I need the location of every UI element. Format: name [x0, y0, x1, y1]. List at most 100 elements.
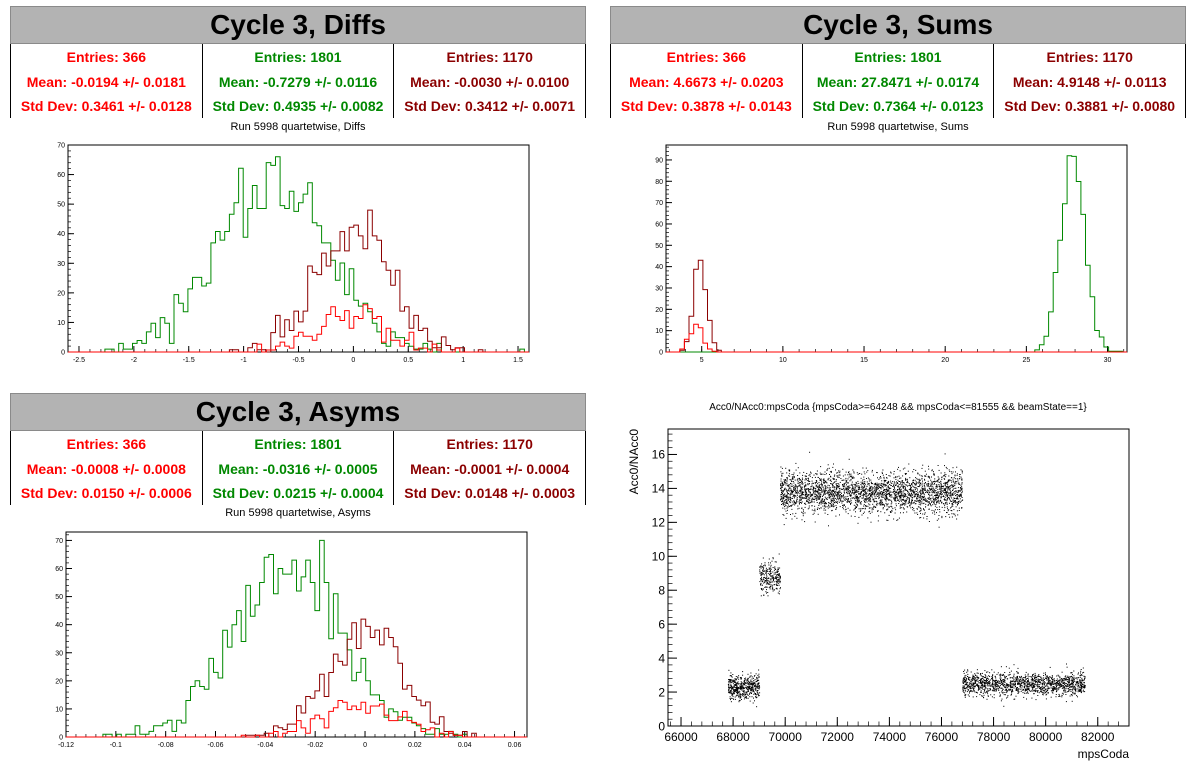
scatter-point — [843, 484, 845, 486]
scatter-point — [767, 573, 769, 575]
scatter-point — [1077, 696, 1078, 698]
scatter-point — [929, 498, 931, 500]
scatter-point — [777, 581, 779, 583]
scatter-point — [742, 693, 744, 695]
scatter-point — [1016, 687, 1018, 689]
scatter-point — [808, 474, 810, 476]
scatter-point — [872, 492, 874, 494]
y-tick-label: 16 — [652, 448, 666, 462]
scatter-point — [844, 474, 846, 476]
scatter-point — [847, 499, 849, 501]
scatter-point — [892, 481, 894, 483]
scatter-point — [836, 499, 838, 501]
scatter-point — [991, 677, 993, 679]
scatter-point — [733, 689, 735, 691]
scatter-point — [940, 472, 942, 474]
scatter-point — [878, 494, 880, 496]
scatter-point — [982, 679, 984, 681]
scatter-point — [902, 468, 904, 470]
scatter-point — [861, 489, 863, 491]
scatter-point — [943, 495, 944, 497]
scatter-point — [777, 567, 779, 569]
scatter-point — [1007, 687, 1009, 689]
scatter-point — [842, 479, 844, 481]
scatter-point — [798, 484, 800, 486]
scatter-point — [906, 506, 908, 508]
scatter-point — [872, 508, 874, 510]
scatter-point — [757, 687, 759, 689]
scatter-point — [842, 500, 844, 502]
scatter-point — [939, 493, 941, 495]
scatter-point — [875, 484, 876, 486]
scatter-point — [804, 475, 806, 477]
scatter-point — [805, 503, 807, 505]
scatter-point — [897, 479, 899, 481]
scatter-point — [863, 476, 865, 478]
scatter-point — [845, 481, 847, 483]
scatter-point — [911, 495, 913, 497]
scatter-point — [768, 558, 770, 560]
scatter-point — [958, 503, 959, 505]
scatter-point — [868, 489, 870, 491]
scatter-point — [972, 676, 974, 678]
scatter-point — [833, 494, 835, 496]
scatter-point — [954, 501, 956, 503]
scatter-point — [921, 495, 923, 497]
scatter-point — [1056, 675, 1058, 677]
scatter-point — [850, 502, 851, 504]
scatter-point — [906, 479, 908, 481]
scatter-point — [907, 470, 909, 472]
scatter-point — [774, 577, 776, 579]
scatter-point — [911, 483, 913, 485]
scatter-point — [810, 500, 812, 502]
scatter-point — [905, 489, 907, 491]
scatter-point — [906, 482, 908, 483]
scatter-point — [917, 500, 919, 502]
scatter-point — [881, 499, 883, 501]
scatter-point — [890, 512, 892, 513]
scatter-point — [801, 480, 803, 482]
scatter-point — [1025, 678, 1027, 680]
scatter-point — [948, 479, 950, 481]
scatter-point — [825, 485, 827, 487]
scatter-point — [932, 481, 934, 483]
scatter-point — [737, 687, 739, 689]
scatter-point — [926, 516, 928, 517]
scatter-point — [758, 688, 760, 690]
scatter-point — [806, 496, 808, 497]
scatter-point — [996, 683, 997, 685]
scatter-point — [953, 485, 955, 487]
scatter-point — [899, 481, 901, 482]
scatter-point — [787, 502, 789, 504]
scatter-point — [938, 477, 940, 479]
scatter-point — [833, 486, 835, 488]
scatter-point — [937, 491, 939, 493]
scatter-point — [1042, 691, 1043, 693]
scatter-point — [777, 579, 779, 581]
scatter-point — [751, 693, 752, 694]
scatter-point — [917, 498, 918, 500]
scatter-point — [1072, 688, 1074, 690]
scatter-point — [856, 496, 858, 498]
scatter-point — [804, 489, 806, 491]
scatter-point — [945, 502, 946, 504]
scatter-point — [949, 470, 951, 472]
scatter-point — [1073, 679, 1075, 681]
scatter-point — [777, 569, 779, 570]
scatter-point — [820, 474, 822, 475]
scatter-point — [920, 501, 922, 503]
scatter-point — [728, 692, 730, 693]
scatter-point — [793, 501, 795, 503]
scatter-point — [743, 682, 745, 684]
scatter-point — [827, 468, 829, 470]
scatter-point — [890, 511, 892, 513]
scatter-point — [1030, 676, 1032, 678]
scatter-point — [950, 480, 952, 482]
scatter-point — [834, 497, 836, 499]
scatter-point — [897, 482, 898, 484]
scatter-point — [1064, 678, 1066, 680]
scatter-point — [782, 500, 784, 502]
scatter-point — [918, 480, 920, 482]
scatter-point — [986, 679, 987, 680]
scatter-point — [787, 493, 789, 495]
